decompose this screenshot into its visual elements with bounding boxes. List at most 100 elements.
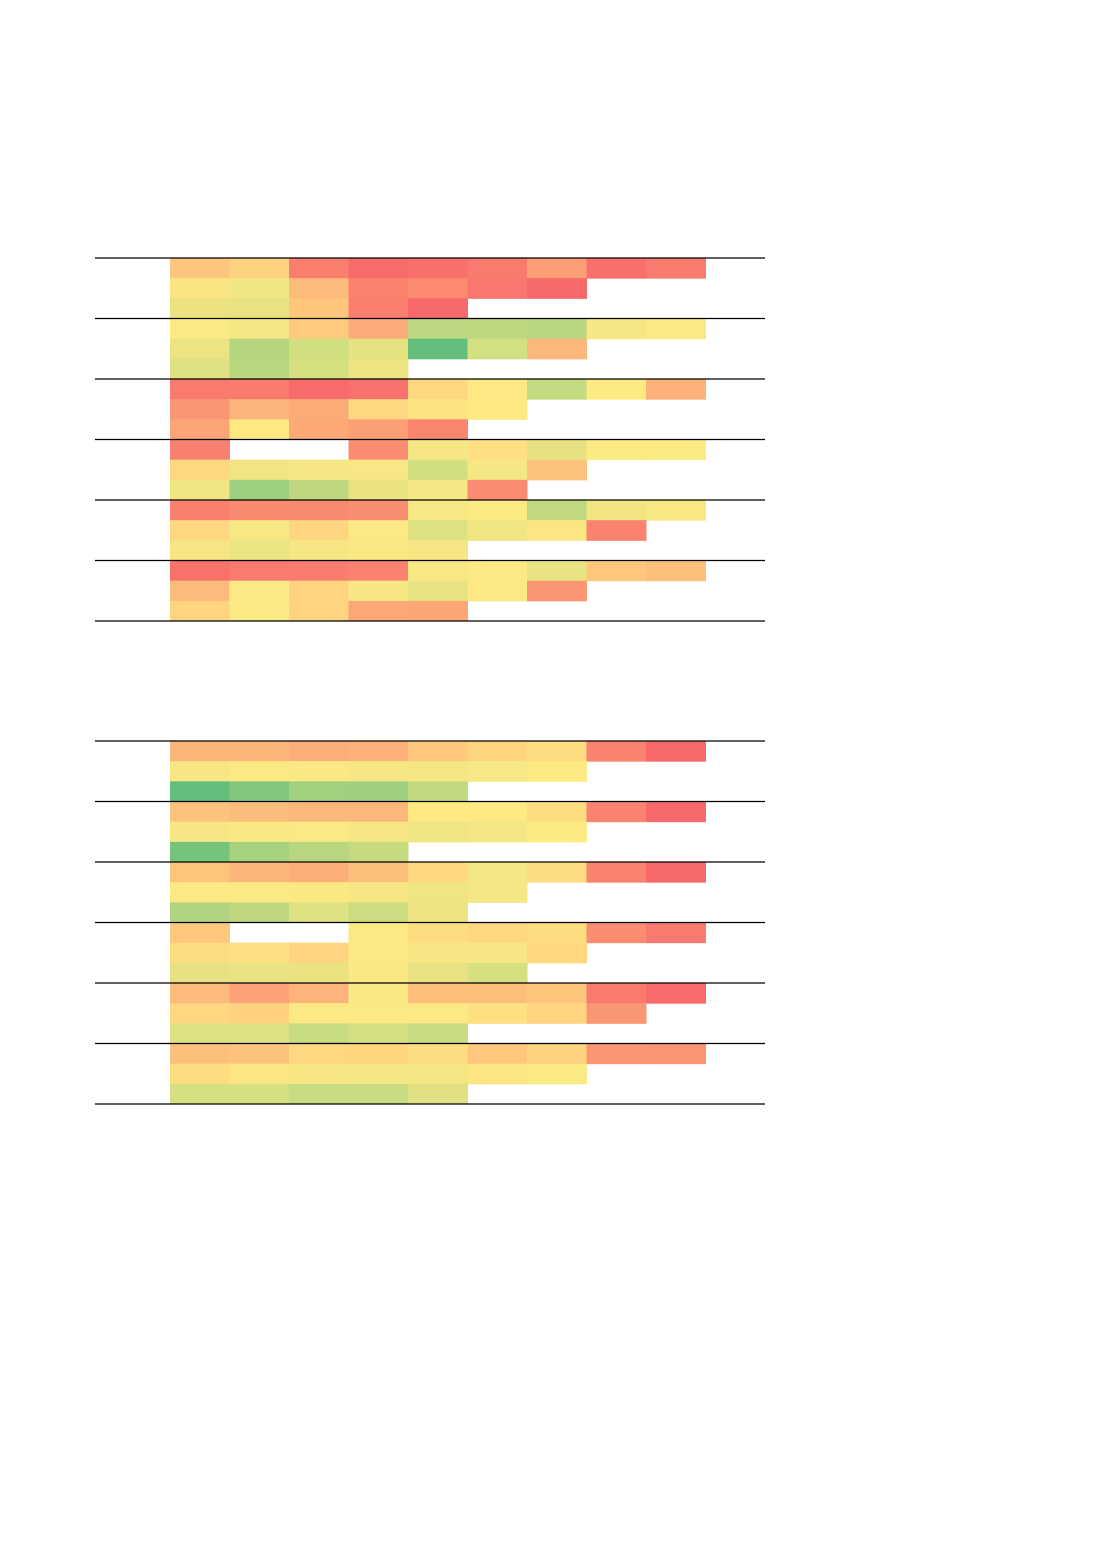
heat-cell xyxy=(170,902,230,924)
heat-cell xyxy=(646,1043,706,1065)
heat-cell xyxy=(646,439,706,461)
heat-cell xyxy=(467,942,528,964)
heat-cell xyxy=(229,741,290,762)
heat-cell xyxy=(348,298,409,320)
heat-cell xyxy=(527,520,587,541)
heat-cell xyxy=(408,419,468,441)
heat-cell xyxy=(586,258,647,279)
heat-cell xyxy=(229,942,290,964)
heat-cell xyxy=(467,741,528,762)
heat-cell xyxy=(467,439,528,461)
heat-cell xyxy=(408,298,468,320)
heat-cell xyxy=(408,882,468,903)
heat-cell xyxy=(229,419,290,441)
heat-cell xyxy=(229,841,290,863)
heat-cell xyxy=(170,479,230,501)
heat-cell xyxy=(408,479,468,501)
heat-cell xyxy=(527,1003,587,1024)
heat-cell xyxy=(229,399,290,420)
heat-cell xyxy=(229,983,290,1004)
heat-cell xyxy=(408,821,468,843)
heat-cell xyxy=(289,318,349,340)
heat-cell xyxy=(586,520,647,541)
heat-cell xyxy=(527,741,587,762)
heat-cell xyxy=(646,741,706,762)
heat-cell xyxy=(170,1063,230,1085)
heat-cell xyxy=(170,399,230,420)
heat-cell xyxy=(467,258,528,279)
heat-cell xyxy=(289,520,349,541)
heat-cell xyxy=(586,983,647,1004)
heat-cell xyxy=(289,862,349,883)
heat-cell xyxy=(527,862,587,883)
heat-cell xyxy=(289,983,349,1004)
heat-cell xyxy=(289,942,349,964)
heat-cell xyxy=(467,983,528,1004)
heat-cell xyxy=(229,318,290,340)
heat-cell xyxy=(646,801,706,823)
heat-cell xyxy=(289,1043,349,1065)
heat-cell xyxy=(229,801,290,823)
heat-cell xyxy=(289,258,349,279)
heat-cell xyxy=(527,439,587,461)
heat-cell xyxy=(586,862,647,883)
heat-cell xyxy=(467,1003,528,1024)
heat-cell xyxy=(289,500,349,521)
heat-cell xyxy=(289,882,349,903)
heat-cell xyxy=(408,379,468,400)
heat-cell xyxy=(348,580,409,602)
heat-cell xyxy=(527,1063,587,1085)
heat-cell xyxy=(408,983,468,1004)
heat-cell xyxy=(586,741,647,762)
heat-cell xyxy=(467,761,528,782)
heat-cell xyxy=(348,1023,409,1045)
heat-cell xyxy=(348,761,409,782)
heat-cell xyxy=(289,399,349,420)
heat-cell xyxy=(348,439,409,461)
heat-cell xyxy=(527,560,587,582)
heat-cell xyxy=(229,379,290,400)
heat-cell xyxy=(348,902,409,924)
heat-cell xyxy=(348,318,409,340)
heat-cell xyxy=(289,278,349,299)
heat-cell xyxy=(229,580,290,602)
heat-cell xyxy=(289,560,349,582)
heat-cell xyxy=(289,379,349,400)
heat-cell xyxy=(408,862,468,883)
heat-cell xyxy=(229,459,290,481)
heat-cell xyxy=(527,278,587,299)
heat-cell xyxy=(229,761,290,782)
heat-cell xyxy=(348,1043,409,1065)
heat-cell xyxy=(467,399,528,420)
heat-cell xyxy=(229,500,290,521)
heat-cell xyxy=(408,540,468,562)
heat-cell xyxy=(170,298,230,320)
heat-cell xyxy=(229,902,290,924)
heat-cell xyxy=(348,540,409,562)
heat-cell xyxy=(348,278,409,299)
heat-cell xyxy=(289,358,349,380)
heat-cell xyxy=(646,983,706,1004)
heat-cell xyxy=(408,278,468,299)
heat-cell xyxy=(229,1023,290,1045)
heat-cell xyxy=(467,459,528,481)
heat-cell xyxy=(289,419,349,441)
heat-cell xyxy=(229,338,290,360)
heat-cell xyxy=(170,580,230,602)
heat-cell xyxy=(408,1083,468,1105)
heat-cell xyxy=(527,459,587,481)
heat-cell xyxy=(646,862,706,883)
heat-cell xyxy=(229,962,290,984)
heat-cell xyxy=(289,1083,349,1105)
heat-cell xyxy=(289,1023,349,1045)
heat-cell xyxy=(170,338,230,360)
heat-cell xyxy=(646,500,706,521)
heat-cell xyxy=(408,801,468,823)
heat-cell xyxy=(646,922,706,944)
heat-cell xyxy=(408,902,468,924)
heat-cell xyxy=(467,1063,528,1085)
heat-cell xyxy=(229,520,290,541)
heat-cell xyxy=(408,922,468,944)
heat-cell xyxy=(289,479,349,501)
